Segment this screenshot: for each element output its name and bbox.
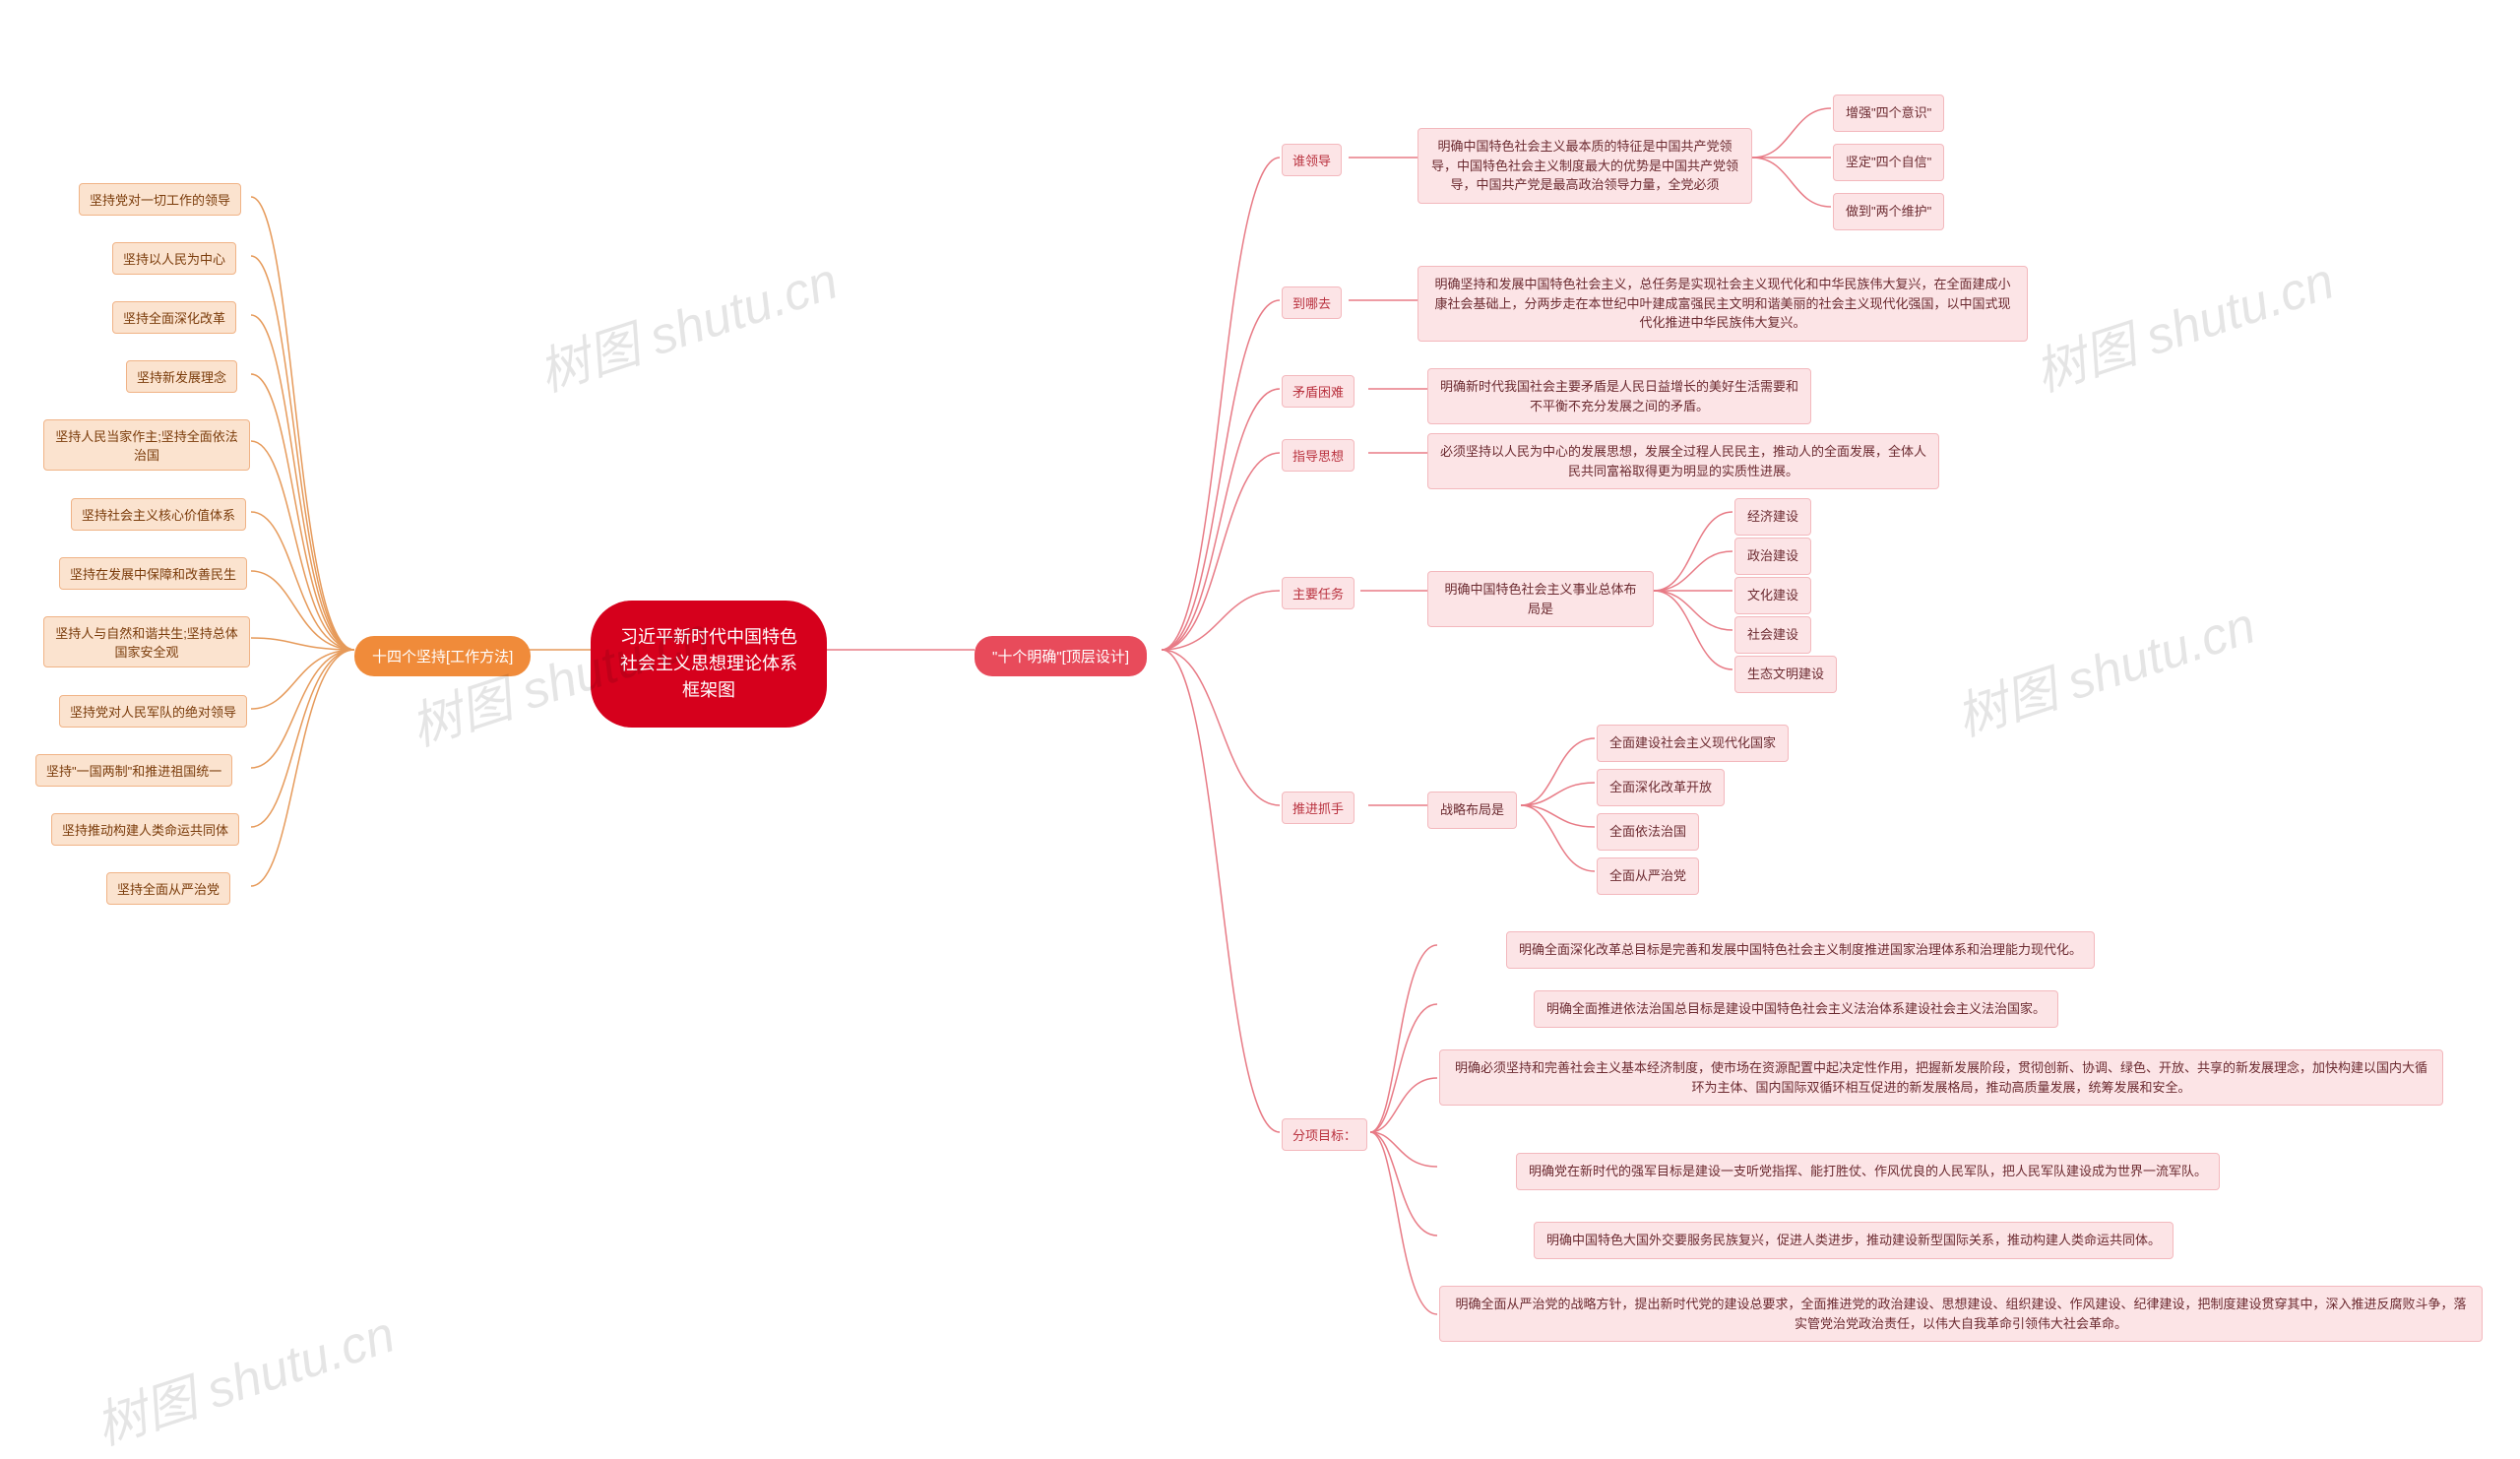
watermark: 树图 shutu.cn: [1945, 584, 2263, 750]
group-strategy-label: 推进抓手: [1282, 792, 1354, 824]
tasks-sub-1: 政治建设: [1734, 538, 1811, 575]
left-item-7: 坚持人与自然和谐共生;坚持总体国家安全观: [43, 616, 250, 667]
group-who-desc: 明确中国特色社会主义最本质的特征是中国共产党领导，中国特色社会主义制度最大的优势…: [1418, 128, 1752, 204]
strategy-sub-3: 全面从严治党: [1597, 857, 1699, 895]
watermark: 树图 shutu.cn: [85, 1293, 403, 1459]
left-item-8: 坚持党对人民军队的绝对领导: [59, 695, 247, 728]
left-item-10: 坚持推动构建人类命运共同体: [51, 813, 239, 846]
group-where-desc: 明确坚持和发展中国特色社会主义，总任务是实现社会主义现代化和中华民族伟大复兴，在…: [1418, 266, 2028, 342]
left-item-6: 坚持在发展中保障和改善民生: [59, 557, 247, 590]
group-contradiction-label: 矛盾困难: [1282, 375, 1354, 408]
watermark: 树图 shutu.cn: [528, 239, 846, 406]
targets-sub-0: 明确全面深化改革总目标是完善和发展中国特色社会主义制度推进国家治理体系和治理能力…: [1506, 931, 2095, 969]
group-tasks-desc: 明确中国特色社会主义事业总体布局是: [1427, 571, 1654, 627]
strategy-sub-0: 全面建设社会主义现代化国家: [1597, 725, 1789, 762]
right-main: "十个明确"[顶层设计]: [975, 636, 1147, 676]
left-item-9: 坚持"一国两制"和推进祖国统一: [35, 754, 232, 787]
who-sub-1: 坚定"四个自信": [1833, 144, 1944, 181]
group-tasks-label: 主要任务: [1282, 577, 1354, 609]
who-sub-0: 增强"四个意识": [1833, 95, 1944, 132]
watermark: 树图 shutu.cn: [2024, 239, 2342, 406]
left-item-1: 坚持以人民为中心: [112, 242, 236, 275]
tasks-sub-0: 经济建设: [1734, 498, 1811, 536]
left-item-3: 坚持新发展理念: [126, 360, 237, 393]
left-item-0: 坚持党对一切工作的领导: [79, 183, 241, 216]
group-strategy-desc: 战略布局是: [1427, 792, 1517, 829]
targets-sub-4: 明确中国特色大国外交要服务民族复兴，促进人类进步，推动建设新型国际关系，推动构建…: [1534, 1222, 2174, 1259]
group-contradiction-desc: 明确新时代我国社会主要矛盾是人民日益增长的美好生活需要和不平衡不充分发展之间的矛…: [1427, 368, 1811, 424]
strategy-sub-2: 全面依法治国: [1597, 813, 1699, 851]
group-guiding-desc: 必须坚持以人民为中心的发展思想，发展全过程人民民主，推动人的全面发展，全体人民共…: [1427, 433, 1939, 489]
who-sub-2: 做到"两个维护": [1833, 193, 1944, 230]
left-item-5: 坚持社会主义核心价值体系: [71, 498, 246, 531]
mindmap-canvas: 习近平新时代中国特色社会主义思想理论体系框架图 十四个坚持[工作方法] 坚持党对…: [0, 0, 2520, 1428]
left-item-4: 坚持人民当家作主;坚持全面依法治国: [43, 419, 250, 471]
root-node: 习近平新时代中国特色社会主义思想理论体系框架图: [591, 601, 827, 728]
left-item-2: 坚持全面深化改革: [112, 301, 236, 334]
group-who-label: 谁领导: [1282, 144, 1342, 176]
connector-layer: [0, 0, 2520, 1428]
left-item-11: 坚持全面从严治党: [106, 872, 230, 905]
targets-sub-2: 明确必须坚持和完善社会主义基本经济制度，使市场在资源配置中起决定性作用，把握新发…: [1439, 1049, 2443, 1106]
targets-sub-3: 明确党在新时代的强军目标是建设一支听党指挥、能打胜仗、作风优良的人民军队，把人民…: [1516, 1153, 2220, 1190]
group-targets-label: 分项目标：: [1282, 1118, 1367, 1151]
targets-sub-1: 明确全面推进依法治国总目标是建设中国特色社会主义法治体系建设社会主义法治国家。: [1534, 990, 2058, 1028]
tasks-sub-2: 文化建设: [1734, 577, 1811, 614]
group-where-label: 到哪去: [1282, 286, 1342, 319]
strategy-sub-1: 全面深化改革开放: [1597, 769, 1725, 806]
left-main: 十四个坚持[工作方法]: [354, 636, 531, 676]
tasks-sub-4: 生态文明建设: [1734, 656, 1837, 693]
targets-sub-5: 明确全面从严治党的战略方针，提出新时代党的建设总要求，全面推进党的政治建设、思想…: [1439, 1286, 2483, 1342]
group-guiding-label: 指导思想: [1282, 439, 1354, 472]
tasks-sub-3: 社会建设: [1734, 616, 1811, 654]
